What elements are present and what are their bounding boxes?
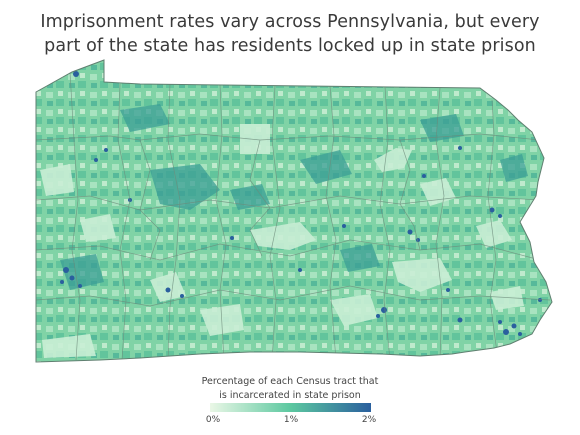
legend-tick-1: 1% [283, 415, 299, 425]
legend-title: Percentage of each Census tract that is … [190, 375, 390, 403]
high-rate-areas [60, 104, 528, 290]
county-borders [36, 71, 551, 361]
legend-title-line-1: Percentage of each Census tract that [201, 376, 379, 387]
legend-tick-0: 0% [205, 415, 221, 425]
legend-title-line-2: is incarcerated in state prison [219, 390, 361, 401]
state-outline [35, 59, 553, 363]
map-title: Imprisonment rates vary across Pennsylva… [0, 10, 580, 58]
census-tracts [36, 60, 552, 362]
legend-tick-2: 2% [361, 415, 377, 425]
urban-hotspots [60, 71, 542, 336]
legend-color-bar [210, 403, 371, 412]
map-title-line-1: Imprisonment rates vary across Pennsylva… [40, 12, 540, 32]
map-title-line-2: part of the state has residents locked u… [44, 36, 536, 56]
